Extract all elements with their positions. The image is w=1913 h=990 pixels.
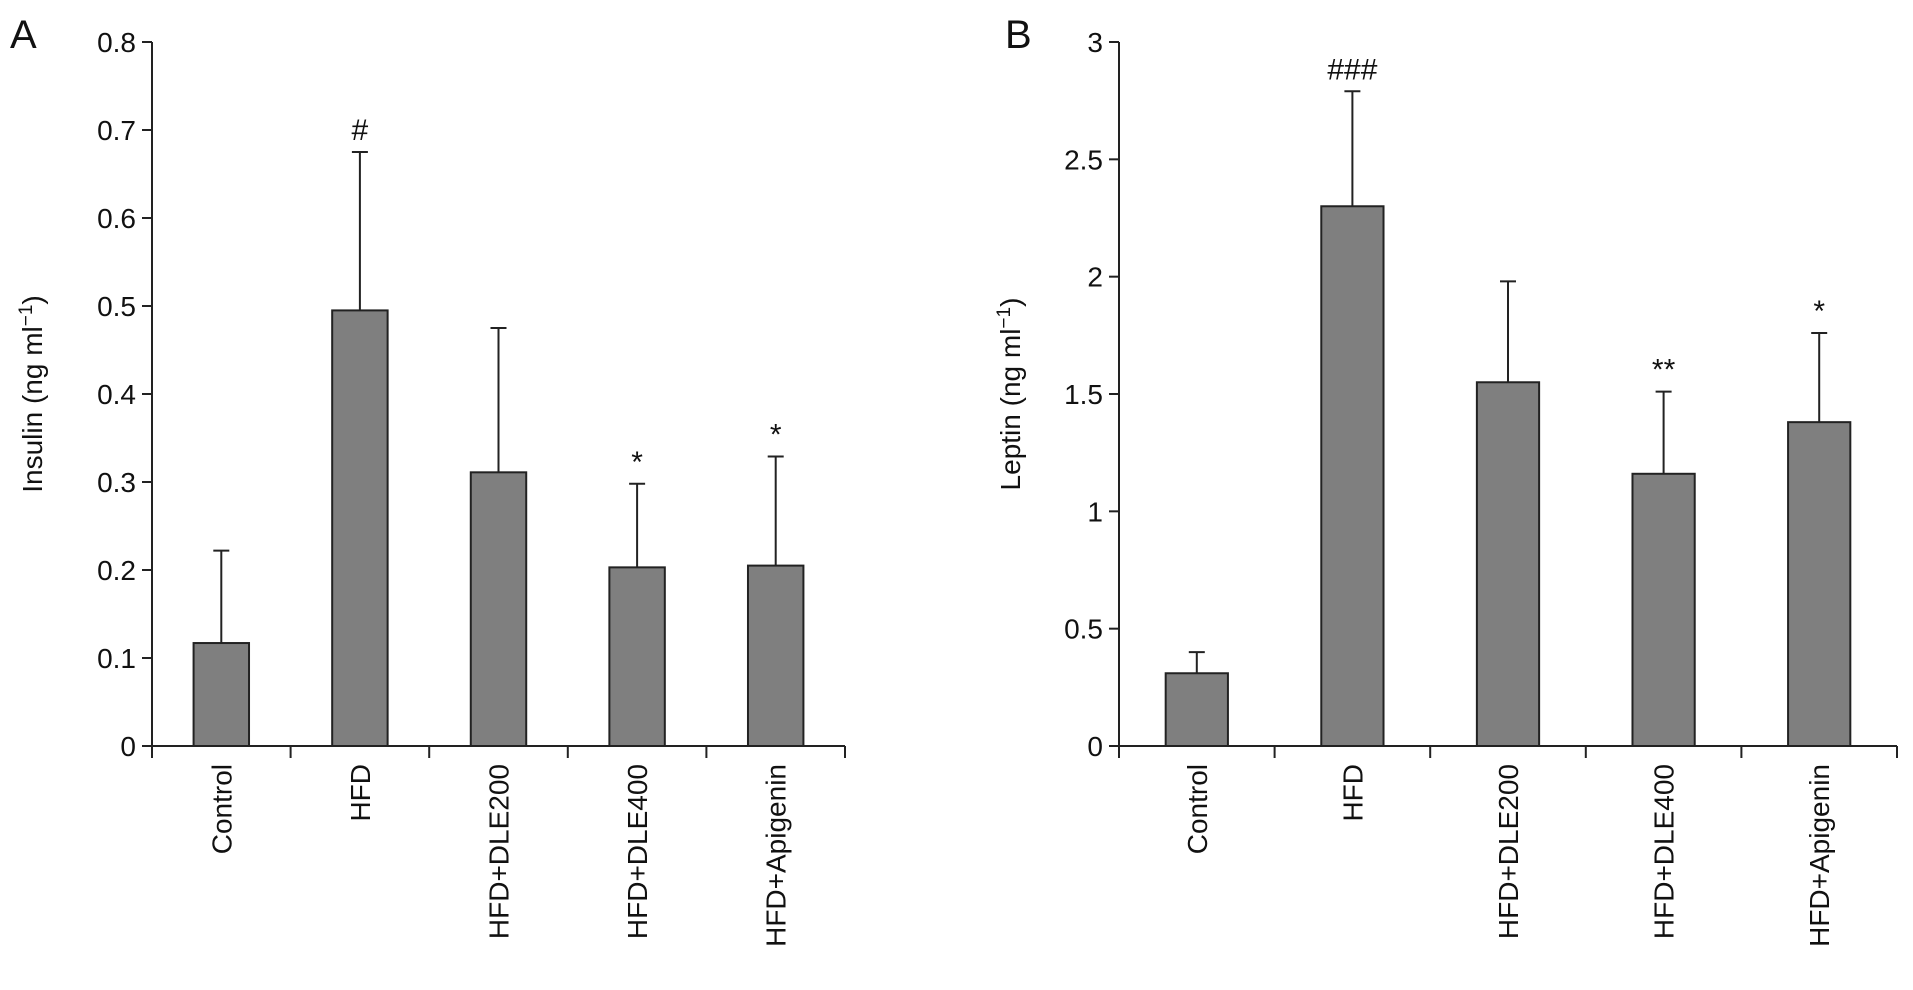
bar	[1631, 472, 1696, 747]
significance-marker: *	[770, 418, 782, 451]
y-tick-label: 0.4	[97, 379, 136, 410]
bar	[746, 564, 805, 747]
x-category-label: HFD+DLE400	[1649, 764, 1680, 939]
bar	[1164, 672, 1229, 748]
bar	[469, 471, 528, 747]
y-tick-label: 0	[120, 731, 136, 762]
bar	[608, 566, 666, 747]
bar	[192, 642, 251, 747]
x-category-label: HFD+DLE200	[484, 764, 515, 939]
panel-label: A	[10, 13, 37, 57]
x-category-label: HFD+Apigenin	[1804, 764, 1835, 947]
x-category-label: Control	[206, 764, 237, 854]
significance-marker: *	[631, 446, 643, 479]
significance-marker: #	[352, 114, 369, 147]
significance-marker: ###	[1327, 53, 1377, 86]
bar	[1475, 381, 1541, 747]
bar	[1320, 205, 1385, 747]
bar	[1787, 421, 1852, 747]
significance-marker: *	[1813, 295, 1825, 328]
x-category-label: HFD	[1337, 764, 1368, 822]
x-category-label: HFD	[345, 764, 376, 822]
y-tick-label: 0.6	[97, 203, 136, 234]
y-tick-label: 2.5	[1064, 144, 1103, 175]
y-axis-title: Leptin (ng ml−1)	[994, 298, 1027, 491]
y-axis-title: Insulin (ng ml−1)	[16, 295, 49, 493]
y-tick-label: 1.5	[1064, 379, 1103, 410]
y-tick-label: 0.7	[97, 115, 136, 146]
chart-panel-a: A 0 0.1 0.2 0.3 0.4 0.5 0.6 0.7 0.8 Insulin (ng ml…	[10, 13, 846, 947]
chart-panel-b: B 0 0.5 1 1.5 2 2.5 3 Leptin (ng ml−1) Control ###…	[994, 13, 1898, 947]
x-category-label: HFD+Apigenin	[761, 764, 792, 947]
significance-marker: **	[1652, 354, 1676, 387]
panel-label: B	[1005, 13, 1032, 57]
y-tick-label: 0.5	[1064, 614, 1103, 645]
y-tick-label: 0.1	[97, 643, 136, 674]
bar	[331, 309, 389, 747]
y-tick-label: 0.2	[97, 555, 136, 586]
y-tick-label: 2	[1087, 262, 1103, 293]
y-tick-label: 0.5	[97, 291, 136, 322]
x-category-label: HFD+DLE200	[1493, 764, 1524, 939]
x-category-label: Control	[1182, 764, 1213, 854]
y-tick-label: 0	[1087, 731, 1103, 762]
y-tick-label: 3	[1087, 27, 1103, 58]
y-tick-label: 0.8	[97, 27, 136, 58]
x-category-label: HFD+DLE400	[622, 764, 653, 939]
y-tick-label: 1	[1087, 496, 1103, 527]
y-tick-label: 0.3	[97, 467, 136, 498]
